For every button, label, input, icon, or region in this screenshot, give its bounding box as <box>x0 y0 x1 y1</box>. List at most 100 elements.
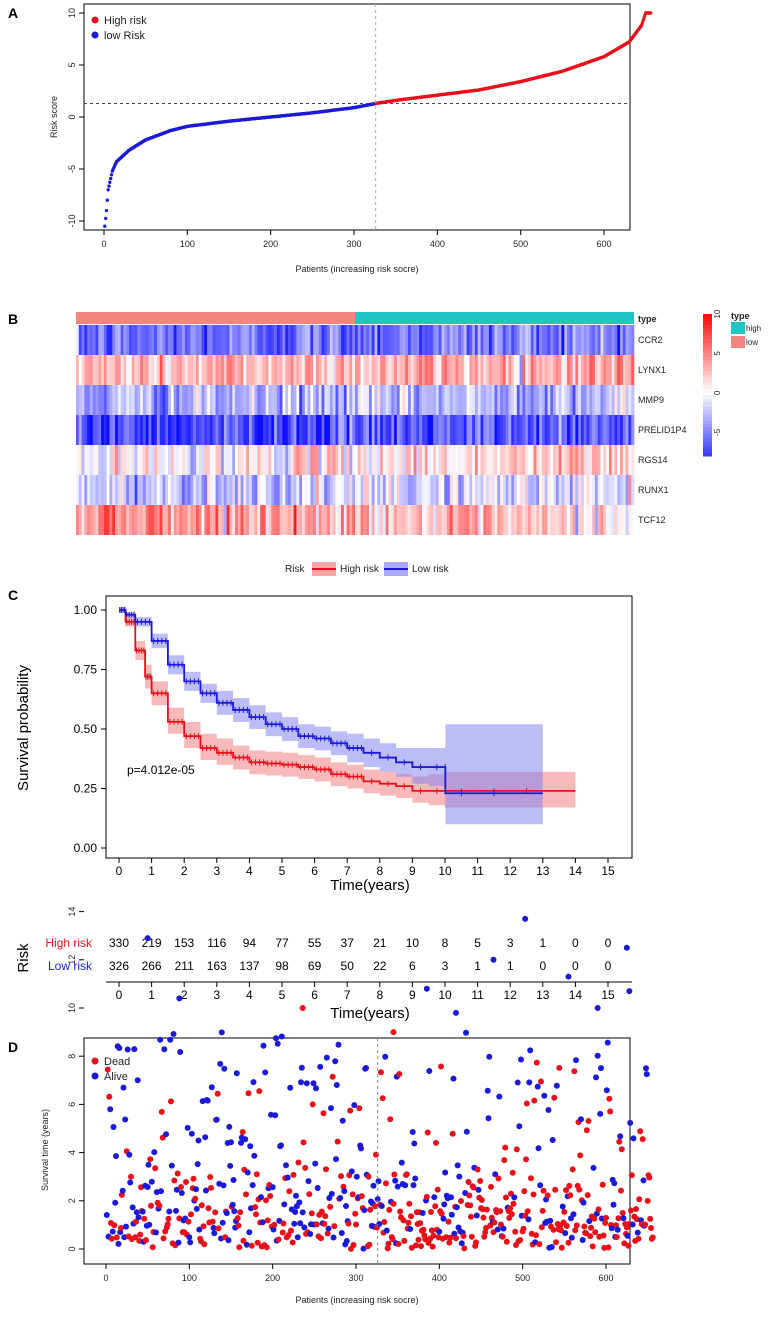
colorbar-step <box>703 431 712 436</box>
heatmap-cell <box>357 445 361 475</box>
heatmap-cell <box>176 385 180 415</box>
heatmap-cell <box>575 505 579 535</box>
heatmap-cell <box>101 505 105 535</box>
heatmap-cell <box>184 475 188 505</box>
x-tick-label: 600 <box>598 1273 613 1283</box>
heatmap-cell <box>137 475 141 505</box>
point-alive <box>110 1124 117 1130</box>
heatmap-cell <box>151 445 155 475</box>
heatmap-cell <box>444 445 448 475</box>
heatmap-cell <box>363 475 367 505</box>
heatmap-cell <box>399 325 403 355</box>
point-high-risk <box>649 11 653 15</box>
heatmap-cell <box>260 385 264 415</box>
heatmap-cell <box>533 445 537 475</box>
heatmap-cell <box>522 445 526 475</box>
heatmap-cell <box>285 445 289 475</box>
heatmap-cell <box>394 385 398 415</box>
point-dead <box>158 1108 165 1115</box>
colorbar-step <box>703 420 712 425</box>
point-dead <box>252 1204 259 1211</box>
heatmap-cell <box>304 445 308 475</box>
point-dead <box>143 1237 149 1244</box>
heatmap-cell <box>182 445 186 475</box>
heatmap-cell <box>533 475 537 505</box>
heatmap-cell <box>603 355 607 385</box>
point-alive <box>161 1046 168 1053</box>
heatmap-cell <box>148 505 152 535</box>
point-alive <box>299 1209 306 1216</box>
point-alive <box>643 1065 649 1072</box>
heatmap-cell <box>363 355 367 385</box>
heatmap-cell <box>578 445 582 475</box>
heatmap-cell <box>201 445 205 475</box>
heatmap-cell <box>377 415 381 445</box>
point-dead <box>480 1214 487 1221</box>
y-axis-label: Survival time (years) <box>40 1109 50 1191</box>
point-alive <box>458 1240 465 1247</box>
heatmap-cell <box>221 415 225 445</box>
heatmap-cell <box>341 445 345 475</box>
heatmap-cell <box>514 385 518 415</box>
heatmap-cell <box>103 385 108 415</box>
heatmap-cell <box>159 355 163 385</box>
heatmap-cell <box>168 475 172 505</box>
heatmap-cell <box>597 445 601 475</box>
point-alive <box>630 1135 637 1142</box>
heatmap-cell <box>525 415 529 445</box>
point-dead <box>356 1105 363 1112</box>
heatmap-cell <box>327 355 331 385</box>
heatmap-cell <box>580 415 585 445</box>
heatmap-cell <box>391 385 395 415</box>
heatmap-cell <box>371 325 375 355</box>
heatmap-cell <box>101 385 105 415</box>
legend-label-dead: Dead <box>104 1056 130 1068</box>
heatmap-cell <box>307 325 311 355</box>
colorbar-step <box>703 385 712 390</box>
point-alive <box>534 1083 541 1090</box>
x-tick-label: 9 <box>409 988 416 1002</box>
heatmap-cell <box>346 505 350 535</box>
heatmap-cell <box>608 385 613 415</box>
heatmap-cell <box>366 355 370 385</box>
heatmap-cell <box>301 505 306 535</box>
heatmap-cell <box>594 325 599 355</box>
heatmap-cell <box>201 325 205 355</box>
heatmap-cell <box>307 505 311 535</box>
point-dead <box>309 1101 316 1108</box>
heatmap-cell <box>310 475 314 505</box>
legend-marker-dead <box>91 1057 99 1065</box>
heatmap-cell <box>394 415 398 445</box>
heatmap-cell <box>424 415 428 445</box>
heatmap-cell <box>564 415 568 445</box>
heatmap-cell <box>112 415 116 445</box>
point-dead <box>420 1226 427 1233</box>
heatmap-cell <box>611 445 615 475</box>
heatmap-cell <box>182 355 186 385</box>
heatmap-cell <box>198 475 202 505</box>
heatmap-cell <box>486 445 490 475</box>
heatmap-cell <box>207 355 211 385</box>
point-alive <box>603 1087 610 1094</box>
heatmap-cell <box>438 505 442 535</box>
risk-table-xlabel: Time(years) <box>330 1005 409 1022</box>
point-dead <box>237 1209 244 1216</box>
expression-heatmap: type CCR2LYNX1MMP9PRELID1P4RGS14RUNX1TCF… <box>76 309 761 535</box>
heatmap-cell <box>95 385 99 415</box>
heatmap-cell <box>101 355 105 385</box>
heatmap-cell <box>279 325 283 355</box>
x-tick-label: 0 <box>101 239 106 249</box>
heatmap-cell <box>505 445 509 475</box>
point-dead <box>434 1186 441 1193</box>
heatmap-cell <box>606 385 610 415</box>
heatmap-cell <box>352 355 356 385</box>
heatmap-cell <box>307 415 311 445</box>
point-dead <box>350 1242 357 1248</box>
heatmap-cell <box>165 385 169 415</box>
heatmap-cell <box>427 445 431 475</box>
heatmap-cell <box>463 445 467 475</box>
point-dead <box>185 1218 192 1225</box>
heatmap-cell <box>497 385 501 415</box>
colorbar-step <box>703 374 712 379</box>
heatmap-cell <box>541 325 546 355</box>
